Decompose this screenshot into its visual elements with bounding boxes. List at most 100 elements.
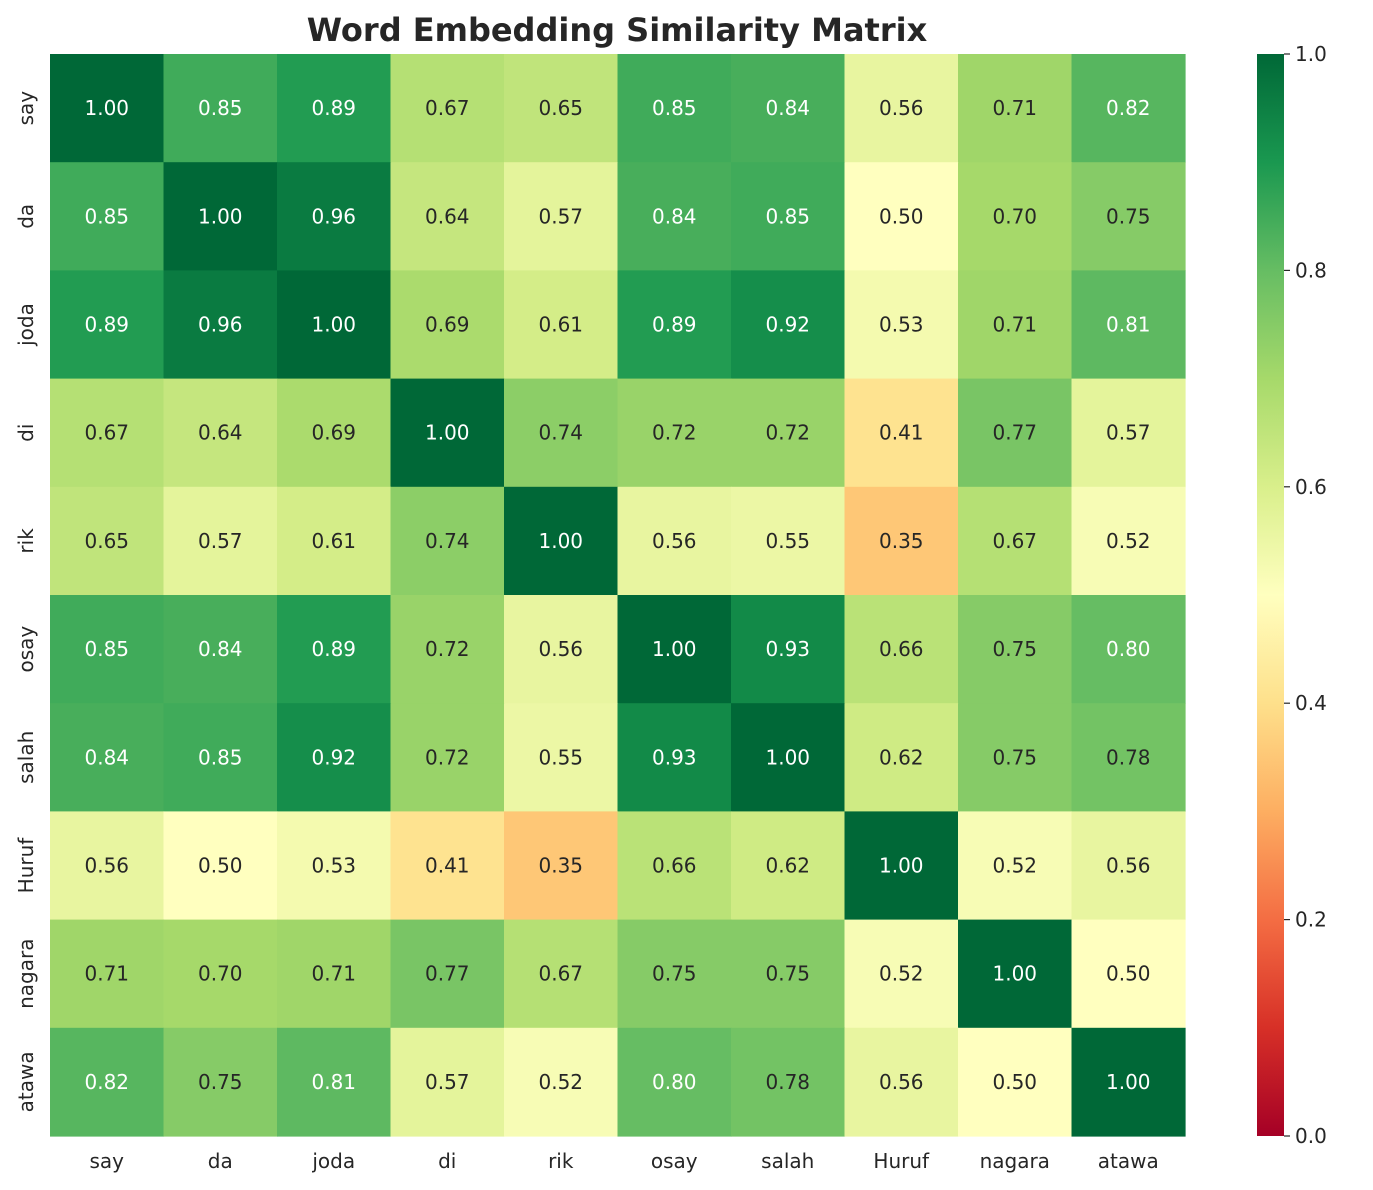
heatmap-cell xyxy=(277,703,392,812)
cell-value-label: 0.72 xyxy=(765,421,810,445)
heatmap-cell xyxy=(390,811,505,921)
heatmap-cell xyxy=(617,162,732,271)
cell-value-label: 0.72 xyxy=(652,421,697,445)
heatmap-cell xyxy=(1071,811,1186,921)
y-tick-label: di xyxy=(14,424,38,442)
heatmap-cell xyxy=(958,811,1073,921)
cell-value-label: 0.56 xyxy=(879,96,924,120)
colorbar-tick-label: 0.2 xyxy=(1295,908,1327,932)
cell-value-label: 0.71 xyxy=(992,313,1037,337)
colorbar-tick-label: 1.0 xyxy=(1295,42,1327,66)
heatmap-cell xyxy=(277,595,392,704)
heatmap-cell xyxy=(1071,486,1186,596)
cell-value-label: 0.96 xyxy=(198,313,243,337)
cell-value-label: 0.77 xyxy=(425,962,470,986)
cell-value-label: 1.00 xyxy=(879,854,924,878)
heatmap-cell xyxy=(390,162,505,271)
cell-value-label: 0.70 xyxy=(992,204,1037,228)
heatmap-cell xyxy=(163,54,278,163)
cell-value-label: 0.61 xyxy=(538,313,583,337)
cell-value-label: 0.84 xyxy=(652,204,697,228)
heatmap-cell xyxy=(50,162,165,271)
cell-value-label: 0.64 xyxy=(198,421,243,445)
heatmap-cell xyxy=(617,811,732,921)
colorbar-tick-label: 0.8 xyxy=(1295,258,1327,282)
cell-value-label: 0.52 xyxy=(879,962,924,986)
heatmap-cell xyxy=(163,1027,278,1137)
heatmap-cell xyxy=(390,54,505,163)
heatmap-cell xyxy=(277,919,392,1029)
heatmap-cell xyxy=(50,811,165,921)
cell-value-label: 0.50 xyxy=(992,1070,1037,1094)
heatmap-cell xyxy=(390,703,505,812)
cell-value-label: 0.35 xyxy=(879,529,924,553)
heatmap-cell xyxy=(504,919,619,1029)
heatmap-cell xyxy=(504,811,619,921)
cell-value-label: 0.50 xyxy=(198,854,243,878)
cell-value-label: 0.56 xyxy=(538,637,583,661)
heatmap-cell xyxy=(504,703,619,812)
colorbar-tick-label: 0.6 xyxy=(1295,475,1327,499)
cell-value-label: 0.53 xyxy=(879,313,924,337)
cell-value-label: 0.74 xyxy=(538,421,583,445)
y-axis-tick-labels: say da joda di rik osay salah Huruf nagara atawa xyxy=(14,91,38,1113)
cell-value-label: 0.41 xyxy=(425,854,470,878)
x-tick-label: di xyxy=(438,1149,456,1173)
cell-value-label: 1.00 xyxy=(652,637,697,661)
cell-value-label: 0.93 xyxy=(765,637,810,661)
cell-value-label: 0.66 xyxy=(879,637,924,661)
heatmap-cell xyxy=(504,54,619,163)
y-tick-label: atawa xyxy=(14,1051,38,1112)
heatmap-cell xyxy=(1071,703,1186,812)
heatmap-cell xyxy=(958,1027,1073,1137)
cell-value-label: 0.92 xyxy=(765,313,810,337)
colorbar-tick-label: 0.0 xyxy=(1295,1124,1327,1148)
cell-value-label: 0.57 xyxy=(538,204,583,228)
cell-value-label: 0.71 xyxy=(311,962,356,986)
heatmap-cell xyxy=(390,919,505,1029)
cell-value-label: 0.69 xyxy=(425,313,470,337)
cell-value-label: 0.57 xyxy=(425,1070,470,1094)
cell-value-label: 0.52 xyxy=(1106,529,1151,553)
cell-value-label: 0.57 xyxy=(1106,421,1151,445)
x-tick-label: Huruf xyxy=(873,1149,930,1173)
heatmap-cell xyxy=(844,162,959,271)
heatmap-cell xyxy=(1071,1027,1186,1137)
cell-value-label: 0.84 xyxy=(84,745,129,769)
heatmap-cell xyxy=(958,162,1073,271)
cell-value-label: 1.00 xyxy=(765,745,810,769)
heatmap-cell xyxy=(390,378,505,488)
x-tick-label: rik xyxy=(548,1149,574,1173)
heatmap-cell xyxy=(844,919,959,1029)
cell-value-label: 0.69 xyxy=(311,421,356,445)
cell-value-label: 0.62 xyxy=(765,854,810,878)
heatmap-cell xyxy=(504,486,619,596)
heatmap-cell xyxy=(731,811,846,921)
heatmap-cell xyxy=(504,162,619,271)
heatmap-cell xyxy=(958,378,1073,488)
cell-value-label: 0.84 xyxy=(198,637,243,661)
cell-value-label: 0.80 xyxy=(1106,637,1151,661)
cell-value-label: 0.75 xyxy=(992,637,1037,661)
cell-value-label: 0.72 xyxy=(425,745,470,769)
heatmap-cell xyxy=(958,595,1073,704)
heatmap-cells: 1.00 0.85 0.89 0.67 0.65 0.85 0.84 0.56 0.71 0.82… xyxy=(50,54,1186,1137)
cell-value-label: 0.89 xyxy=(311,96,356,120)
cell-value-label: 0.65 xyxy=(538,96,583,120)
y-tick-label: da xyxy=(14,204,38,229)
heatmap-cell xyxy=(504,378,619,488)
cell-value-label: 0.78 xyxy=(1106,745,1151,769)
y-tick-label: joda xyxy=(14,303,38,347)
cell-value-label: 0.92 xyxy=(311,745,356,769)
heatmap-cell xyxy=(390,486,505,596)
cell-value-label: 0.35 xyxy=(538,854,583,878)
cell-value-label: 0.81 xyxy=(311,1070,356,1094)
heatmap-cell xyxy=(50,486,165,596)
heatmap-cell xyxy=(163,703,278,812)
colorbar-tick-label: 0.4 xyxy=(1295,691,1327,715)
heatmap-cell xyxy=(844,1027,959,1137)
cell-value-label: 0.41 xyxy=(879,421,924,445)
x-tick-label: nagara xyxy=(980,1149,1050,1173)
heatmap-cell xyxy=(617,54,732,163)
